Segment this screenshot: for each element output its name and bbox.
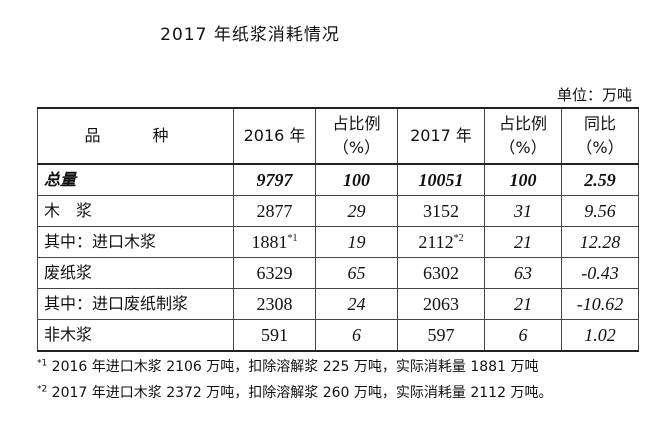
- footnote-2-mark: *2: [37, 384, 48, 395]
- cell-2017: 6302: [397, 257, 485, 289]
- cell-2017: 2112*2: [397, 226, 485, 258]
- table-header-row: 品 种 2016 年 占比例 （%） 2017 年 占比例 （%） 同比 （%）: [37, 107, 639, 165]
- header-variety: 品 种: [37, 107, 234, 165]
- header-share-2017-line1: 占比例: [498, 114, 547, 133]
- header-yoy-line2: （%）: [576, 138, 624, 157]
- row-label: 其中：进口木浆: [37, 226, 234, 258]
- cell-2017: 597: [397, 319, 485, 352]
- footnote-2: *2 2017 年进口木浆 2372 万吨，扣除溶解浆 260 万吨，实际消耗量…: [37, 380, 552, 406]
- table-row-total: 总量 9797 100 10051 100 2.59: [37, 163, 639, 196]
- cell-2016: 2308: [233, 288, 316, 320]
- cell-yoy: -10.62: [561, 288, 639, 320]
- row-label: 废纸浆: [37, 257, 234, 289]
- header-share-2017-line2: （%）: [499, 138, 547, 157]
- footnotes: *1 2016 年进口木浆 2106 万吨，扣除溶解浆 225 万吨，实际消耗量…: [37, 354, 552, 406]
- header-2017: 2017 年: [397, 107, 485, 165]
- cell-yoy: 2.59: [561, 163, 639, 196]
- footnote-marker-1: *1: [287, 233, 298, 244]
- header-yoy-line1: 同比: [583, 114, 616, 133]
- row-label: 木 浆: [37, 195, 234, 227]
- header-share-2016: 占比例 （%）: [315, 107, 398, 165]
- cell-share-2017: 31: [484, 195, 562, 227]
- pulp-consumption-table: 品 种 2016 年 占比例 （%） 2017 年 占比例 （%） 同比 （%）…: [37, 107, 639, 352]
- footnote-1-text: 2016 年进口木浆 2106 万吨，扣除溶解浆 225 万吨，实际消耗量 18…: [47, 359, 539, 375]
- cell-share-2016: 6: [315, 319, 398, 352]
- cell-2017: 2063: [397, 288, 485, 320]
- cell-2016: 1881*1: [233, 226, 316, 258]
- cell-2016: 591: [233, 319, 316, 352]
- row-label: 总量: [37, 163, 234, 196]
- cell-2016: 2877: [233, 195, 316, 227]
- cell-share-2016: 19: [315, 226, 398, 258]
- header-share-2016-line2: （%）: [332, 138, 381, 157]
- table-row-waste-paper-pulp: 废纸浆 6329 65 6302 63 -0.43: [37, 257, 639, 289]
- cell-share-2016: 100: [315, 163, 398, 196]
- header-share-2017: 占比例 （%）: [484, 107, 562, 165]
- cell-yoy: -0.43: [561, 257, 639, 289]
- footnote-2-text: 2017 年进口木浆 2372 万吨，扣除溶解浆 260 万吨，实际消耗量 21…: [47, 385, 553, 401]
- cell-share-2016: 24: [315, 288, 398, 320]
- cell-2016: 9797: [233, 163, 316, 196]
- cell-share-2017: 6: [484, 319, 562, 352]
- header-share-2016-line1: 占比例: [332, 114, 381, 133]
- cell-2017: 3152: [397, 195, 485, 227]
- header-2016: 2016 年: [233, 107, 316, 165]
- cell-share-2016: 65: [315, 257, 398, 289]
- cell-2017: 10051: [397, 163, 485, 196]
- table-row-imported-waste-paper-pulp: 其中：进口废纸制浆 2308 24 2063 21 -10.62: [37, 288, 639, 320]
- cell-2017-value: 2112: [418, 232, 454, 252]
- row-label: 非木浆: [37, 319, 234, 352]
- header-yoy: 同比 （%）: [561, 107, 639, 165]
- footnote-1: *1 2016 年进口木浆 2106 万吨，扣除溶解浆 225 万吨，实际消耗量…: [37, 354, 552, 380]
- cell-share-2017: 21: [484, 226, 562, 258]
- document-title: 2017 年纸浆消耗情况: [160, 25, 340, 45]
- unit-label: 单位：万吨: [556, 86, 632, 104]
- cell-share-2017: 63: [484, 257, 562, 289]
- table-row-wood-pulp: 木 浆 2877 29 3152 31 9.56: [37, 195, 639, 227]
- cell-share-2017: 21: [484, 288, 562, 320]
- table-row-non-wood-pulp: 非木浆 591 6 597 6 1.02: [37, 319, 639, 352]
- cell-2016: 6329: [233, 257, 316, 289]
- cell-yoy: 12.28: [561, 226, 639, 258]
- table-row-imported-wood-pulp: 其中：进口木浆 1881*1 19 2112*2 21 12.28: [37, 226, 639, 258]
- footnote-marker-2: *2: [453, 233, 464, 244]
- cell-yoy: 9.56: [561, 195, 639, 227]
- footnote-1-mark: *1: [37, 358, 48, 369]
- cell-share-2017: 100: [484, 163, 562, 196]
- cell-2016-value: 1881: [251, 232, 288, 252]
- cell-yoy: 1.02: [561, 319, 639, 352]
- cell-share-2016: 29: [315, 195, 398, 227]
- row-label: 其中：进口废纸制浆: [37, 288, 234, 320]
